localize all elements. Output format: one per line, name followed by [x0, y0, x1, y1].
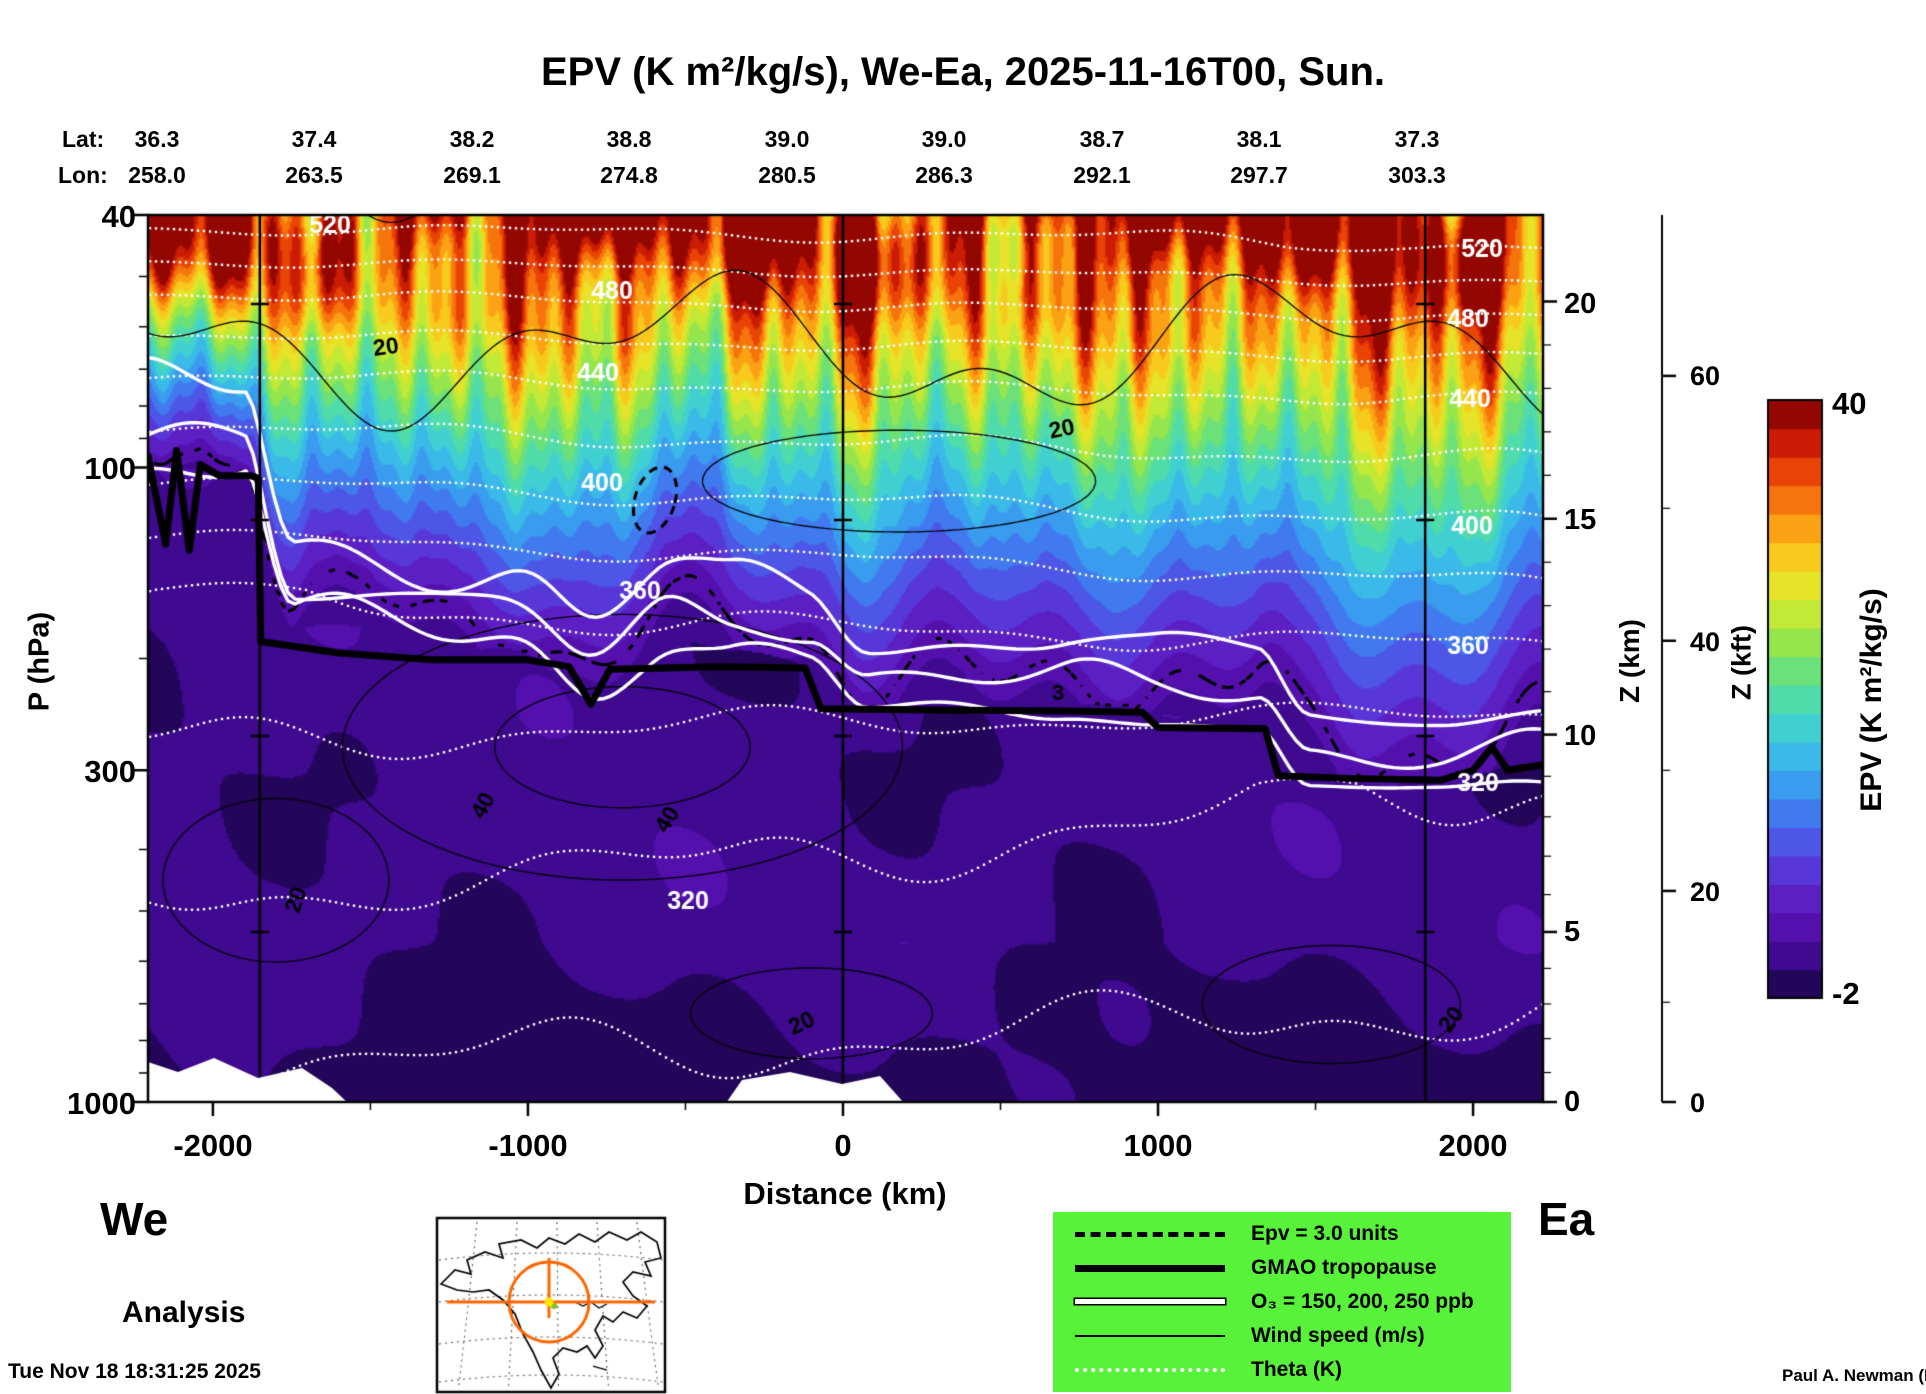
colorbar-min-label: -2	[1832, 976, 1860, 1011]
lon-value: 292.1	[1073, 162, 1131, 188]
legend-item-epv: Epv = 3.0 units	[1075, 1222, 1511, 1247]
lon-value: 280.5	[758, 162, 816, 188]
lon-value: 274.8	[600, 162, 658, 188]
epv-contour-line-sample	[1075, 1231, 1225, 1237]
legend: Epv = 3.0 units GMAO tropopause O₃ = 150…	[1053, 1212, 1511, 1392]
legend-label: Wind speed (m/s)	[1251, 1323, 1425, 1347]
pressure-tick: 300	[84, 754, 136, 789]
zkft-tick: 20	[1690, 877, 1721, 907]
theta-line-sample	[1075, 1367, 1225, 1372]
zkm-tick: 15	[1564, 504, 1597, 536]
zkft-tick: 60	[1690, 361, 1721, 391]
lat-value: 38.2	[449, 126, 495, 152]
distance-tick: -2000	[173, 1128, 253, 1163]
lon-value: 303.3	[1388, 162, 1446, 188]
ozone-line-sample	[1075, 1299, 1225, 1305]
zkm-tick: 10	[1564, 720, 1597, 752]
legend-item-tropopause: GMAO tropopause	[1075, 1256, 1511, 1281]
lat-value: 38.7	[1079, 126, 1125, 152]
lon-value: 263.5	[285, 162, 343, 188]
map-inset	[437, 1218, 665, 1392]
lon-axis-label: Lon:	[58, 162, 108, 188]
lon-value: 286.3	[915, 162, 973, 188]
colorbar-axis-label: EPV (K m²/kg/s)	[1855, 588, 1888, 812]
legend-label: GMAO tropopause	[1251, 1256, 1437, 1280]
colorbar	[1768, 400, 1822, 998]
distance-tick: -1000	[488, 1128, 568, 1163]
lat-value: 37.3	[1394, 126, 1440, 152]
zkm-axis-label: Z (km)	[1614, 619, 1645, 703]
lat-value: 38.8	[606, 126, 652, 152]
endpoint-west-label: We	[100, 1193, 169, 1245]
zkm-tick: 0	[1564, 1086, 1581, 1118]
zkm-tick: 20	[1564, 288, 1597, 320]
lon-value: 269.1	[443, 162, 501, 188]
legend-label: Theta (K)	[1251, 1357, 1342, 1381]
analysis-label: Analysis	[122, 1296, 246, 1329]
legend-item-ozone: O₃ = 150, 200, 250 ppb	[1075, 1290, 1511, 1315]
pressure-tick: 100	[84, 451, 136, 486]
wind-line-sample	[1075, 1334, 1225, 1337]
lon-value: 258.0	[128, 162, 186, 188]
legend-item-theta: Theta (K)	[1075, 1357, 1511, 1382]
lat-value: 37.4	[291, 126, 337, 152]
zkft-tick: 40	[1690, 627, 1721, 657]
pressure-tick: 40	[101, 199, 136, 234]
zkft-tick: 0	[1690, 1088, 1706, 1118]
credit: Paul A. Newman (NASA	[1782, 1366, 1926, 1385]
pressure-axis-label: P (hPa)	[23, 611, 56, 712]
page-title: EPV (K m²/kg/s), We-Ea, 2025-11-16T00, S…	[540, 50, 1386, 94]
legend-label: Epv = 3.0 units	[1251, 1222, 1399, 1246]
endpoint-east-label: Ea	[1538, 1193, 1595, 1245]
timestamp: Tue Nov 18 18:31:25 2025	[8, 1360, 261, 1383]
lat-axis-label: Lat:	[62, 126, 105, 152]
distance-tick: 0	[834, 1128, 852, 1163]
lat-value: 39.0	[764, 126, 810, 152]
lat-value: 38.1	[1236, 126, 1282, 152]
distance-tick: 1000	[1123, 1128, 1193, 1163]
distance-tick: 2000	[1438, 1128, 1508, 1163]
legend-item-wind: Wind speed (m/s)	[1075, 1323, 1511, 1348]
zkm-tick: 5	[1564, 916, 1581, 948]
lat-value: 39.0	[921, 126, 967, 152]
legend-label: O₃ = 150, 200, 250 ppb	[1251, 1289, 1474, 1313]
lon-value: 297.7	[1230, 162, 1288, 188]
lat-value: 36.3	[134, 126, 180, 152]
pressure-tick: 1000	[67, 1086, 136, 1121]
tropopause-line-sample	[1075, 1264, 1225, 1272]
zkft-axis-label: Z (kft)	[1726, 625, 1757, 700]
distance-axis-label: Distance (km)	[743, 1176, 947, 1211]
plot-area	[148, 215, 1543, 1102]
colorbar-max-label: 40	[1832, 386, 1867, 421]
